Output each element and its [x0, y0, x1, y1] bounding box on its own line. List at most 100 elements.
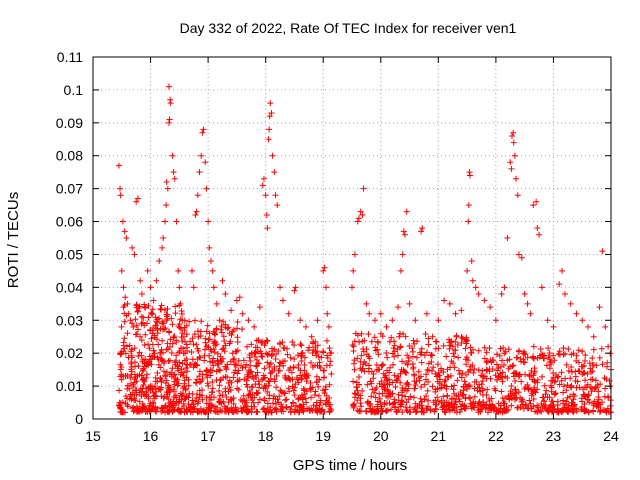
data-point [435, 372, 442, 379]
data-point [395, 304, 402, 311]
data-point [543, 362, 550, 369]
data-point [212, 342, 219, 349]
data-point [253, 357, 260, 364]
data-point [351, 338, 358, 345]
data-point [597, 381, 604, 388]
data-point [123, 235, 130, 241]
data-point [579, 371, 586, 378]
data-point [305, 405, 312, 412]
data-point [133, 387, 140, 394]
data-point [306, 344, 313, 351]
data-point [291, 287, 298, 294]
data-point [170, 386, 177, 393]
data-point [293, 374, 300, 381]
data-point [584, 393, 591, 400]
data-point [534, 386, 541, 393]
data-point [176, 348, 183, 355]
data-point [256, 384, 263, 391]
data-point [584, 370, 591, 377]
data-point [317, 364, 324, 371]
data-point [263, 350, 270, 357]
data-point [406, 342, 413, 349]
data-point [248, 406, 255, 413]
data-point [130, 404, 137, 411]
data-point [475, 290, 482, 297]
data-point [232, 407, 239, 414]
data-point [491, 385, 498, 392]
data-point [139, 407, 146, 414]
data-point [180, 369, 187, 376]
data-point [510, 362, 517, 369]
data-point [145, 314, 152, 321]
data-point [153, 318, 160, 325]
data-point [138, 337, 145, 344]
data-point [560, 345, 567, 352]
data-point [515, 348, 522, 355]
data-point [561, 404, 568, 411]
data-point [150, 353, 157, 360]
data-point [143, 389, 150, 396]
data-point [438, 365, 445, 372]
data-point [521, 385, 528, 392]
data-point [499, 357, 506, 364]
data-point [580, 369, 587, 376]
data-point [309, 340, 316, 347]
data-point [543, 387, 550, 394]
data-point [145, 393, 152, 400]
data-point [264, 225, 271, 232]
data-point [560, 389, 567, 396]
data-point [240, 392, 247, 399]
data-point [143, 408, 150, 415]
x-tick-labels: 15 16 17 18 19 20 21 22 23 24 [85, 428, 619, 444]
data-point [265, 378, 272, 385]
data-point [530, 395, 537, 402]
data-point [176, 284, 183, 291]
data-point [391, 353, 398, 360]
data-point [505, 393, 512, 400]
data-point [455, 354, 462, 361]
data-point [126, 395, 133, 402]
data-point [190, 341, 197, 348]
data-point [263, 409, 270, 416]
data-point [550, 374, 557, 381]
data-point [463, 337, 470, 344]
data-point [463, 340, 470, 347]
data-point [379, 383, 386, 390]
data-point [523, 402, 530, 409]
data-point [276, 367, 283, 374]
data-point [495, 400, 502, 407]
data-point [231, 369, 238, 376]
data-point [146, 384, 153, 391]
data-point [162, 402, 169, 409]
data-point [194, 409, 201, 416]
data-point [308, 333, 315, 340]
data-point [118, 267, 125, 274]
data-point [169, 365, 176, 372]
data-point [537, 345, 544, 352]
data-point [324, 310, 331, 317]
data-point [370, 389, 377, 396]
data-point [234, 385, 241, 392]
data-point [129, 389, 136, 396]
data-point [357, 392, 364, 399]
data-point [167, 96, 174, 103]
x-tick-label: 24 [603, 428, 619, 444]
data-point [203, 367, 210, 374]
data-point [248, 341, 255, 348]
data-point [297, 317, 304, 324]
data-point [382, 372, 389, 379]
data-point [458, 333, 465, 340]
data-point [299, 349, 306, 356]
data-point [138, 372, 145, 379]
data-point [137, 277, 144, 284]
data-point [181, 317, 188, 324]
data-point [550, 352, 557, 359]
data-point [293, 402, 300, 409]
data-point [188, 267, 195, 274]
data-point [366, 310, 373, 317]
data-point [595, 388, 602, 395]
data-point [441, 297, 448, 304]
data-point [563, 361, 570, 368]
data-point [372, 347, 379, 354]
data-point [152, 378, 159, 385]
